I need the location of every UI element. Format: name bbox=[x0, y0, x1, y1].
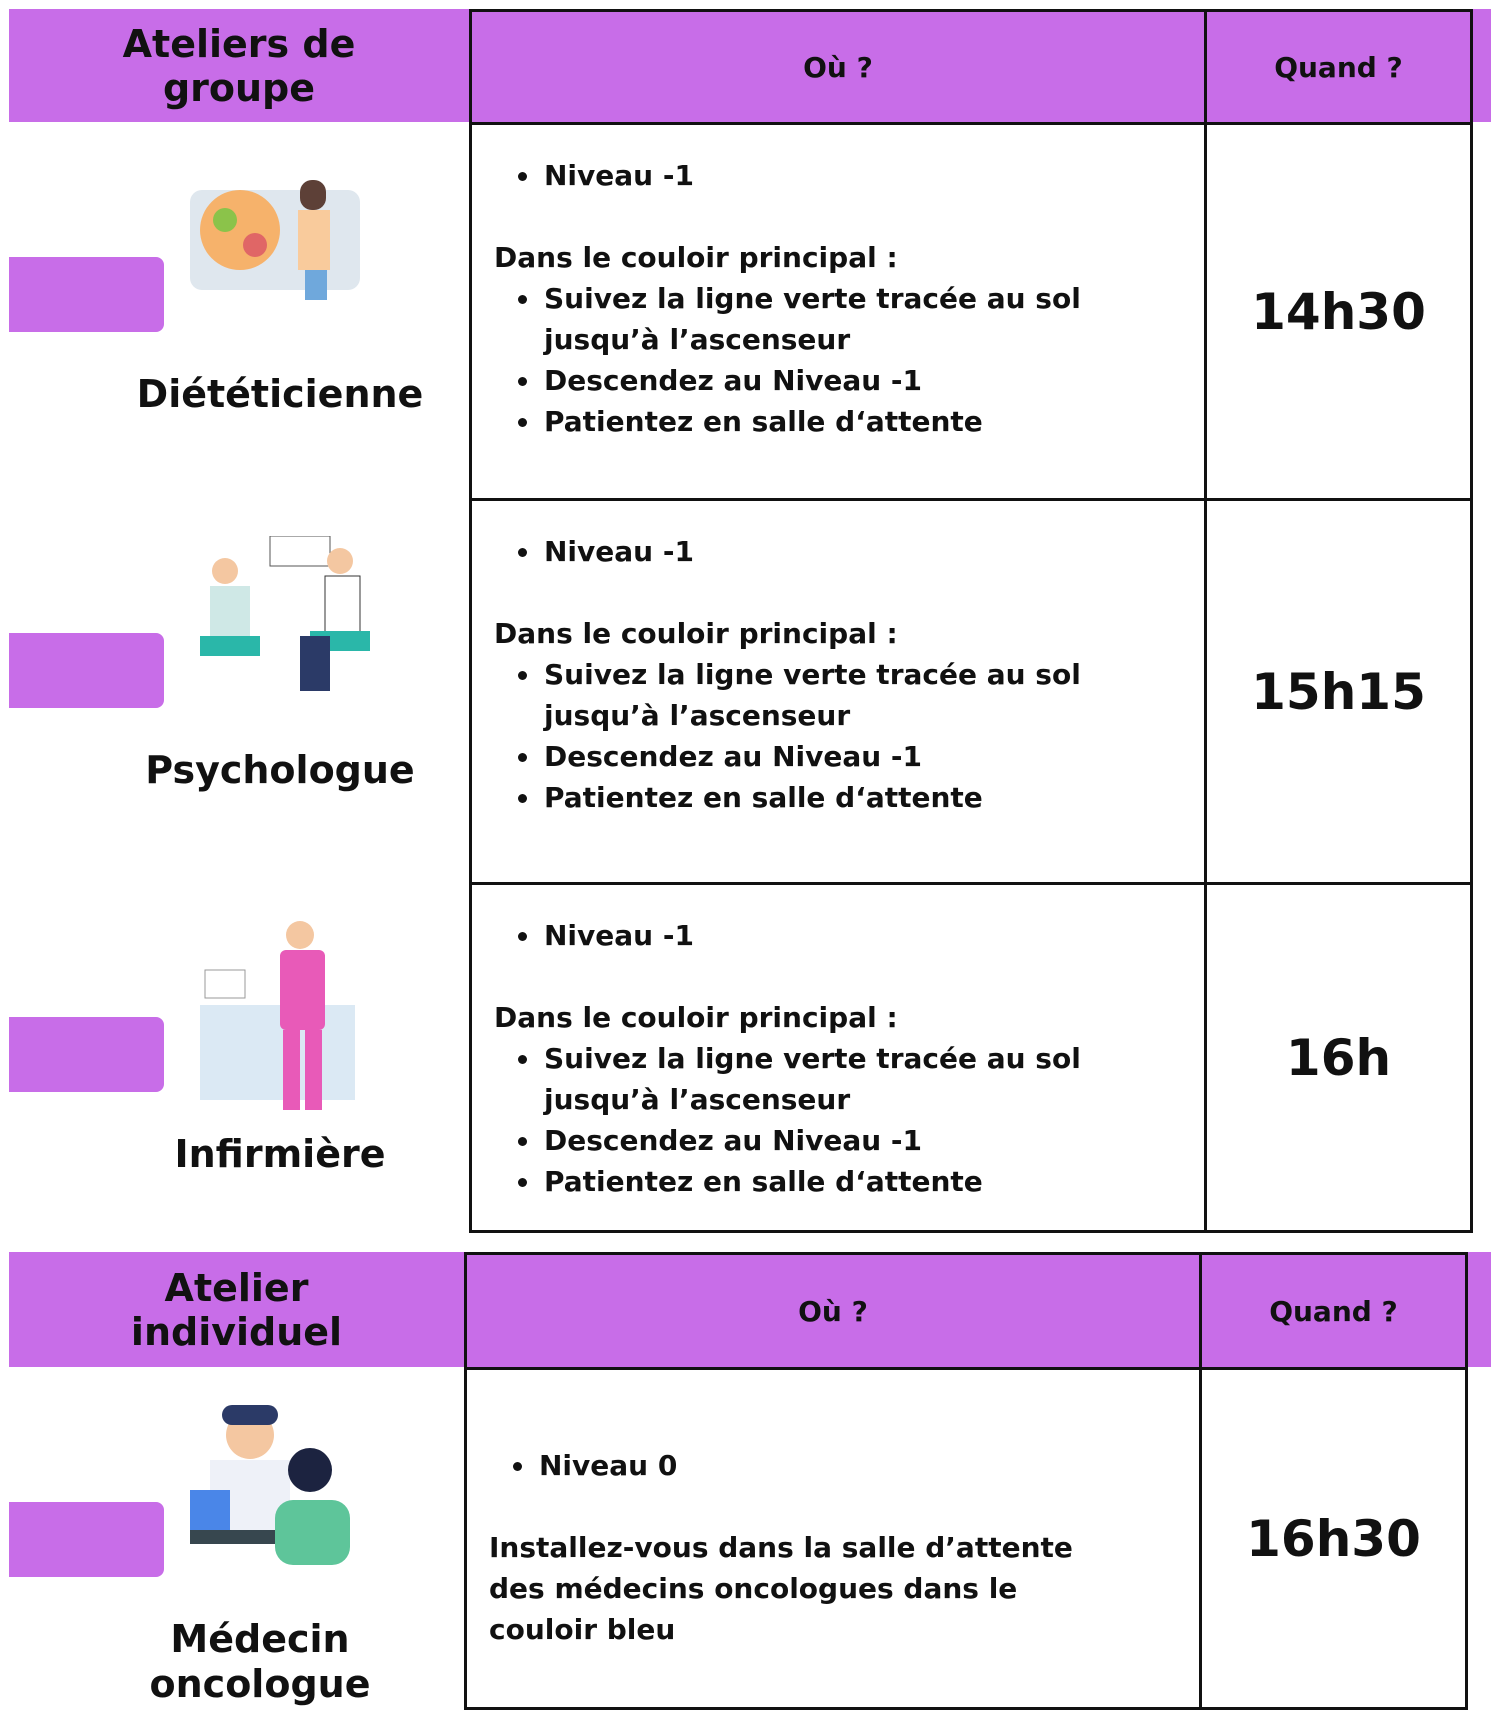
level-list: Niveau -1 bbox=[494, 531, 1174, 572]
tab bbox=[9, 1502, 164, 1577]
level-list: Niveau -1 bbox=[494, 915, 1174, 956]
spacer bbox=[494, 956, 1174, 997]
when-cell: 14h30 bbox=[1204, 122, 1473, 501]
when-cell: 15h15 bbox=[1204, 498, 1473, 885]
illustration bbox=[190, 1405, 350, 1565]
level-list: Niveau 0 bbox=[489, 1445, 1169, 1486]
step: Suivez la ligne verte tracée au sol jusq… bbox=[542, 1038, 1144, 1120]
steps: Suivez la ligne verte tracée au sol jusq… bbox=[494, 1038, 1174, 1202]
step: Patientez en salle d‘attente bbox=[542, 777, 1144, 818]
intro: Dans le couloir principal : bbox=[494, 1001, 898, 1034]
step: Suivez la ligne verte tracée au sol jusq… bbox=[542, 654, 1144, 736]
header-band bbox=[9, 1252, 1491, 1367]
illustration bbox=[200, 536, 370, 691]
level: Niveau -1 bbox=[542, 155, 1174, 196]
section-title: Atelier individuel bbox=[130, 1265, 343, 1354]
tab bbox=[9, 633, 164, 708]
row-name: Infirmière bbox=[174, 1132, 386, 1176]
where-cell: Niveau -1 Dans le couloir principal : Suiv… bbox=[469, 882, 1207, 1233]
row-name: Médecin oncologue bbox=[149, 1617, 371, 1706]
spacer bbox=[494, 572, 1174, 613]
intro: Dans le couloir principal : bbox=[494, 617, 898, 650]
spacer bbox=[489, 1486, 1169, 1527]
step: Patientez en salle d‘attente bbox=[542, 1161, 1144, 1202]
row-name: Diététicienne bbox=[136, 372, 424, 416]
step: Suivez la ligne verte tracée au sol jusq… bbox=[542, 278, 1144, 360]
level: Niveau 0 bbox=[537, 1445, 1169, 1486]
step: Descendez au Niveau -1 bbox=[542, 736, 1144, 777]
steps: Suivez la ligne verte tracée au sol jusq… bbox=[494, 278, 1174, 442]
level: Niveau -1 bbox=[542, 915, 1174, 956]
where-cell: Niveau 0 Installez-vous dans la salle d’a… bbox=[464, 1367, 1202, 1710]
where-header: Où ? bbox=[464, 1252, 1202, 1370]
when-cell: 16h30 bbox=[1199, 1367, 1468, 1710]
tab bbox=[9, 1017, 164, 1092]
when-header: Quand ? bbox=[1199, 1252, 1468, 1370]
step: Patientez en salle d‘attente bbox=[542, 401, 1144, 442]
instructions: Installez-vous dans la salle d’attente d… bbox=[489, 1531, 1073, 1646]
illustration bbox=[200, 921, 355, 1110]
where-cell: Niveau -1 Dans le couloir principal : Suiv… bbox=[469, 122, 1207, 501]
when-header: Quand ? bbox=[1204, 9, 1473, 125]
illustration bbox=[190, 180, 360, 300]
section-title: Ateliers de groupe bbox=[122, 21, 356, 110]
step: Descendez au Niveau -1 bbox=[542, 1120, 1144, 1161]
header-band bbox=[9, 9, 1491, 122]
intro: Dans le couloir principal : bbox=[494, 241, 898, 274]
row-name: Psychologue bbox=[145, 748, 415, 792]
step: Descendez au Niveau -1 bbox=[542, 360, 1144, 401]
when-cell: 16h bbox=[1204, 882, 1473, 1233]
level-list: Niveau -1 bbox=[494, 155, 1174, 196]
spacer bbox=[494, 196, 1174, 237]
level: Niveau -1 bbox=[542, 531, 1174, 572]
where-header: Où ? bbox=[469, 9, 1207, 125]
tab bbox=[9, 257, 164, 332]
steps: Suivez la ligne verte tracée au sol jusq… bbox=[494, 654, 1174, 818]
where-cell: Niveau -1 Dans le couloir principal : Suiv… bbox=[469, 498, 1207, 885]
